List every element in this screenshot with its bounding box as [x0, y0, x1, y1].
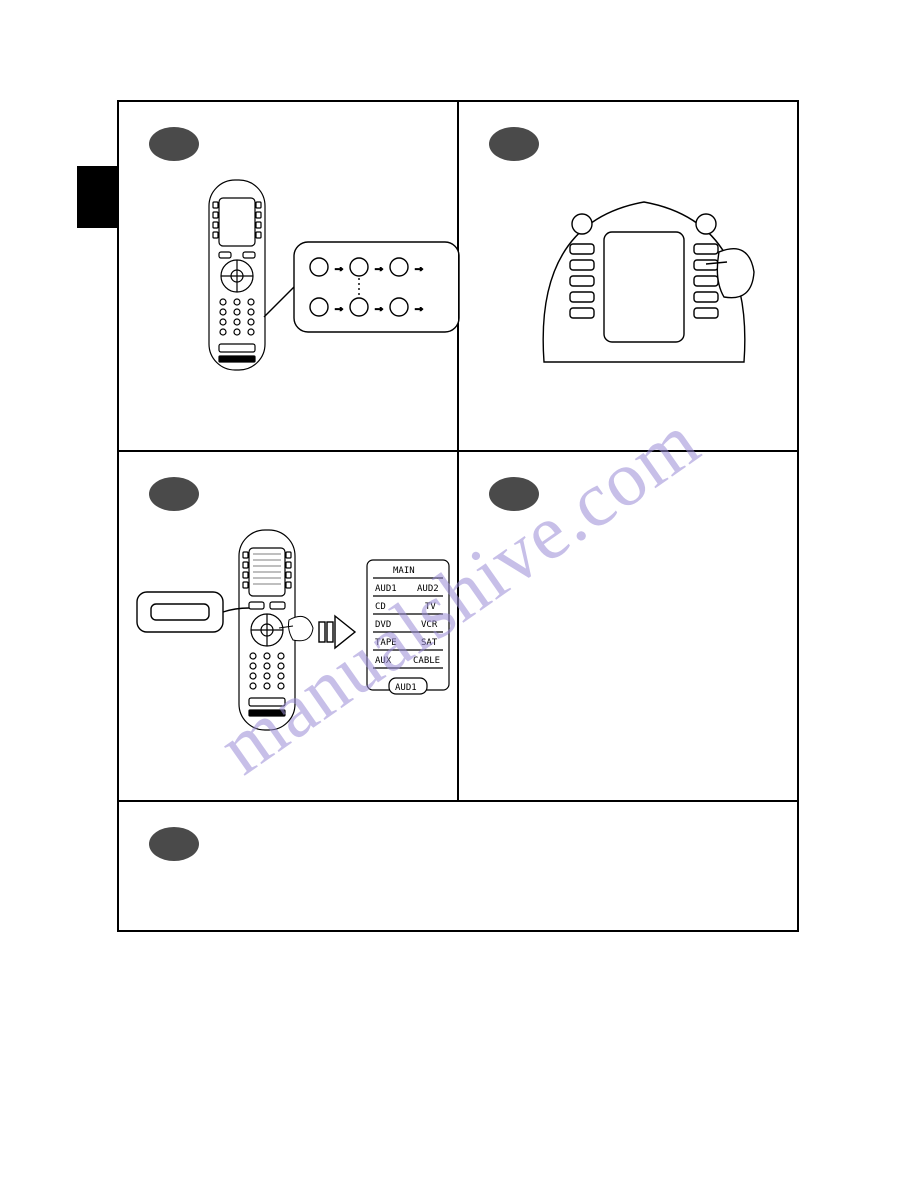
svg-text:CD: CD — [375, 602, 386, 612]
svg-text:AUD1: AUD1 — [395, 683, 417, 693]
step-3-badge — [149, 477, 199, 511]
step-5-badge — [149, 827, 199, 861]
svg-text:→: → — [333, 260, 345, 274]
svg-text:→: → — [373, 260, 385, 274]
step-5-cell — [118, 801, 798, 931]
side-tab — [77, 166, 117, 228]
svg-text:DVD: DVD — [375, 620, 391, 630]
svg-text:AUX: AUX — [375, 656, 392, 666]
instruction-grid: → → → → → → — [117, 100, 799, 932]
svg-text:AUD2: AUD2 — [417, 584, 439, 594]
row-3 — [118, 801, 798, 931]
row-1: → → → → → → — [118, 101, 798, 451]
svg-text:AUD1: AUD1 — [375, 584, 397, 594]
step-3-illustration: MAIN AUD1 AUD2 CD TV DVD VCR TAPE SAT AUX CAB… — [129, 522, 459, 782]
svg-text:→: → — [413, 300, 425, 314]
screen-title: MAIN — [393, 566, 415, 576]
svg-text:CABLE: CABLE — [413, 656, 440, 666]
step-3-cell: MAIN AUD1 AUD2 CD TV DVD VCR TAPE SAT AUX CAB… — [118, 451, 458, 801]
svg-text:→: → — [413, 260, 425, 274]
step-4-badge — [489, 477, 539, 511]
step-2-badge — [489, 127, 539, 161]
step-1-illustration: → → → → → → — [169, 172, 469, 432]
step-1-cell: → → → → → → — [118, 101, 458, 451]
step-1-badge — [149, 127, 199, 161]
step-4-cell — [458, 451, 798, 801]
page: → → → → → → — [0, 0, 918, 1188]
svg-text:SAT: SAT — [421, 638, 438, 648]
step-2-illustration — [514, 182, 774, 402]
svg-text:VCR: VCR — [421, 620, 438, 630]
svg-text:→: → — [333, 300, 345, 314]
step-2-cell — [458, 101, 798, 451]
svg-text:→: → — [373, 300, 385, 314]
row-2: MAIN AUD1 AUD2 CD TV DVD VCR TAPE SAT AUX CAB… — [118, 451, 798, 801]
svg-text:TV: TV — [425, 602, 436, 612]
svg-text:TAPE: TAPE — [375, 638, 397, 648]
